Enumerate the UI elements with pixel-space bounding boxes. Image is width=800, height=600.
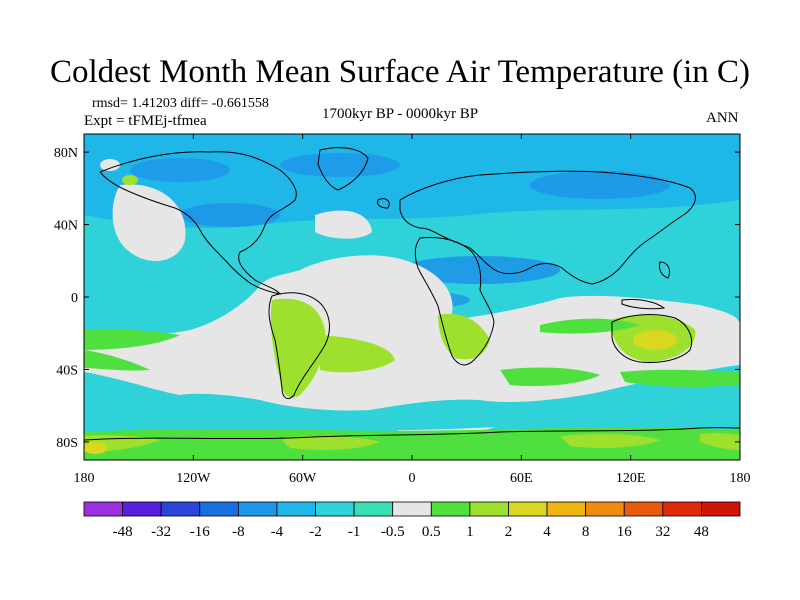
colorbar-label: 2 xyxy=(505,524,513,540)
colorbar-swatch xyxy=(392,501,432,517)
x-tick-label: 180 xyxy=(74,471,95,486)
colorbar-label: -2 xyxy=(309,524,322,540)
x-tick-label: 120E xyxy=(616,471,646,486)
colorbar-swatch xyxy=(122,501,162,517)
colorbar-label: 48 xyxy=(694,524,709,540)
x-tick-label: 60W xyxy=(289,471,317,486)
colorbar-swatch xyxy=(662,501,702,517)
colorbar-label: -1 xyxy=(348,524,361,540)
y-tick-label: 80S xyxy=(56,436,78,451)
stats-text: rmsd= 1.41203 diff= -0.661558 xyxy=(92,96,269,111)
colorbar-label: -32 xyxy=(151,524,171,540)
colorbar-swatch xyxy=(585,501,625,517)
map-field xyxy=(84,134,740,460)
colorbar-swatch xyxy=(237,501,278,517)
colorbar-swatch xyxy=(623,501,664,517)
coastlines xyxy=(84,147,740,441)
colorbar-label: 4 xyxy=(543,524,551,540)
colorbar-swatch xyxy=(199,501,239,517)
colorbar-label: -48 xyxy=(113,524,133,540)
x-tick-label: 0 xyxy=(409,471,416,486)
colorbar-label: -4 xyxy=(271,524,284,540)
colorbar-swatch xyxy=(315,501,355,517)
y-tick-label: 40S xyxy=(56,363,78,378)
colorbar-label: 8 xyxy=(582,524,590,540)
colorbar-label: 16 xyxy=(617,524,633,540)
season-label: ANN xyxy=(706,110,739,126)
colorbar-swatch xyxy=(430,501,471,517)
colorbar-swatch xyxy=(160,501,201,517)
colorbar-label: 0.5 xyxy=(422,524,441,540)
colorbar-label: 32 xyxy=(655,524,670,540)
chart-title: Coldest Month Mean Surface Air Temperatu… xyxy=(50,54,750,90)
colorbar-swatch xyxy=(353,501,394,517)
colorbar-swatch xyxy=(508,501,548,517)
colorbar-swatch xyxy=(276,501,316,517)
y-tick-label: 80N xyxy=(54,146,78,161)
colorbar-label: -16 xyxy=(190,524,210,540)
x-tick-label: 180 xyxy=(730,471,751,486)
colorbar-swatch xyxy=(83,501,123,517)
period-label: 1700kyr BP - 0000kyr BP xyxy=(322,106,479,122)
y-tick-label: 0 xyxy=(71,291,78,306)
x-tick-label: 120W xyxy=(176,471,211,486)
colorbar-swatch xyxy=(701,501,741,517)
colorbar-label: -8 xyxy=(232,524,245,540)
y-tick-label: 40N xyxy=(54,219,78,234)
colorbar-swatch xyxy=(546,501,587,517)
x-tick-label: 60E xyxy=(510,471,533,486)
colorbar-swatch xyxy=(469,501,509,517)
colorbar-label: -0.5 xyxy=(381,524,405,540)
colorbar-label: 1 xyxy=(466,524,474,540)
experiment-label: Expt = tFMEj-tfmea xyxy=(84,113,207,129)
